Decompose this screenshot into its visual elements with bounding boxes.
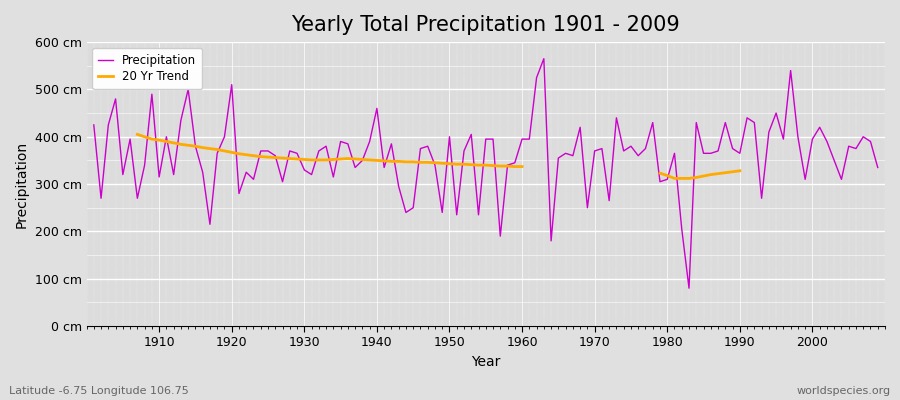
X-axis label: Year: Year [471,355,500,369]
Precipitation [88,122,99,127]
20 Yr Trend [509,164,520,169]
Precipitation [517,137,527,142]
Precipitation [611,116,622,120]
Precipitation [872,165,883,170]
20 Yr Trend [343,156,354,161]
Text: worldspecies.org: worldspecies.org [796,386,891,396]
Precipitation [147,92,158,96]
Legend: Precipitation, 20 Yr Trend: Precipitation, 20 Yr Trend [93,48,202,89]
Precipitation [306,172,317,177]
Precipitation [350,165,361,170]
Text: Latitude -6.75 Longitude 106.75: Latitude -6.75 Longitude 106.75 [9,386,189,396]
20 Yr Trend [517,164,527,169]
Title: Yearly Total Precipitation 1901 - 2009: Yearly Total Precipitation 1901 - 2009 [292,15,680,35]
Precipitation [684,286,695,290]
Precipitation [538,56,549,61]
Precipitation [509,160,520,165]
Line: Precipitation: Precipitation [94,59,878,288]
20 Yr Trend [364,158,375,162]
Line: 20 Yr Trend: 20 Yr Trend [138,134,522,166]
20 Yr Trend [277,156,288,160]
20 Yr Trend [357,157,368,162]
Y-axis label: Precipitation: Precipitation [15,140,29,228]
20 Yr Trend [132,132,143,137]
20 Yr Trend [197,145,208,150]
20 Yr Trend [393,159,404,164]
